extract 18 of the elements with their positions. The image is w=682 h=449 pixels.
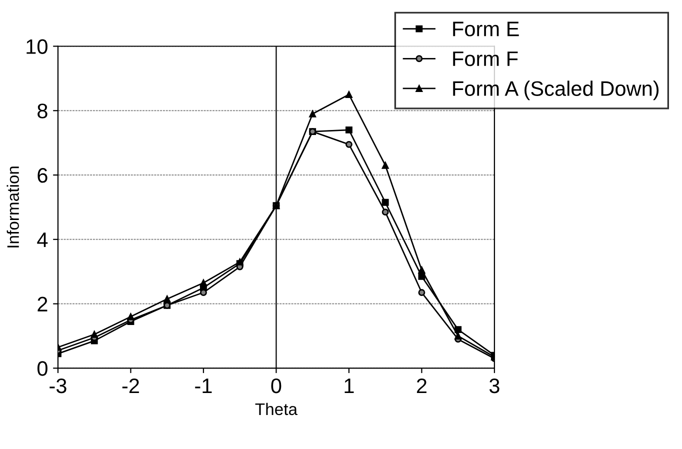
x-tick-label: 3 (489, 378, 500, 394)
x-tick-label: -2 (122, 378, 139, 393)
legend-label: Form F (453, 52, 518, 66)
x-tick-label: -1 (195, 378, 212, 393)
y-axis-title: Information (6, 166, 20, 248)
y-tick-label: 0 (37, 361, 48, 376)
y-tick-label: 10 (26, 39, 48, 54)
y-tick-label: 4 (37, 232, 48, 247)
x-tick-label: 2 (416, 378, 426, 393)
y-tick-label: 8 (38, 104, 48, 118)
y-tick-label: 2 (38, 296, 48, 312)
x-tick-label: 1 (344, 378, 354, 393)
x-axis-title: Theta (255, 402, 298, 416)
legend-label: Form A (Scaled Down) (453, 80, 659, 100)
legend-label: Form E (453, 22, 519, 36)
x-tick-label: -3 (50, 378, 66, 394)
y-tick-label: 6 (38, 168, 48, 183)
x-tick-label: 0 (271, 378, 282, 394)
